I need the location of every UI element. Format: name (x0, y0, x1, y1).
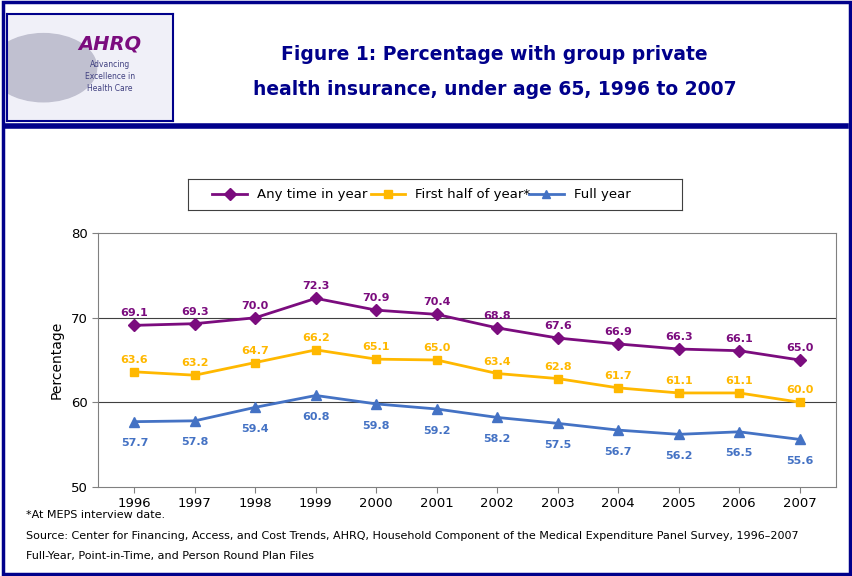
Text: 64.7: 64.7 (241, 346, 269, 355)
Text: 66.2: 66.2 (302, 333, 330, 343)
Text: 61.7: 61.7 (604, 371, 631, 381)
Text: 70.4: 70.4 (423, 297, 450, 308)
Text: 61.1: 61.1 (664, 376, 692, 386)
Text: 69.1: 69.1 (120, 308, 148, 319)
Text: 55.6: 55.6 (785, 456, 813, 466)
Text: Full year: Full year (573, 188, 630, 201)
Text: 63.2: 63.2 (181, 358, 209, 368)
Text: 59.8: 59.8 (362, 420, 389, 431)
Text: 65.0: 65.0 (785, 343, 813, 353)
Y-axis label: Percentage: Percentage (49, 321, 64, 399)
Text: 56.7: 56.7 (604, 447, 631, 457)
Text: 60.8: 60.8 (302, 412, 329, 422)
Text: health insurance, under age 65, 1996 to 2007: health insurance, under age 65, 1996 to … (253, 80, 735, 98)
Text: 65.1: 65.1 (362, 342, 389, 352)
Text: 69.3: 69.3 (181, 307, 209, 317)
Text: Any time in year: Any time in year (256, 188, 367, 201)
Text: 67.6: 67.6 (544, 321, 571, 331)
Text: 66.1: 66.1 (724, 334, 752, 344)
Text: 63.6: 63.6 (120, 355, 148, 365)
Text: 59.2: 59.2 (423, 426, 450, 435)
Text: 62.8: 62.8 (544, 362, 571, 372)
Text: Source: Center for Financing, Access, and Cost Trends, AHRQ, Household Component: Source: Center for Financing, Access, an… (26, 531, 797, 541)
Text: Full-Year, Point-in-Time, and Person Round Plan Files: Full-Year, Point-in-Time, and Person Rou… (26, 551, 314, 560)
Text: 57.8: 57.8 (181, 438, 208, 448)
Text: AHRQ: AHRQ (78, 35, 141, 54)
Circle shape (0, 33, 96, 102)
Text: First half of year*: First half of year* (415, 188, 530, 201)
Text: 68.8: 68.8 (483, 311, 510, 321)
Text: 72.3: 72.3 (302, 282, 329, 291)
Text: 63.4: 63.4 (483, 357, 510, 366)
Text: 59.4: 59.4 (241, 424, 269, 434)
Text: 61.1: 61.1 (724, 376, 752, 386)
Text: 57.5: 57.5 (544, 440, 571, 450)
Text: 56.2: 56.2 (665, 451, 692, 461)
Text: 70.0: 70.0 (241, 301, 268, 311)
Text: 58.2: 58.2 (483, 434, 510, 444)
Text: *At MEPS interview date.: *At MEPS interview date. (26, 510, 164, 520)
Text: 70.9: 70.9 (362, 293, 389, 303)
Text: 56.5: 56.5 (725, 449, 752, 458)
Text: 60.0: 60.0 (785, 385, 813, 395)
Text: 57.7: 57.7 (120, 438, 148, 448)
Text: Figure 1: Percentage with group private: Figure 1: Percentage with group private (281, 46, 707, 64)
Text: 65.0: 65.0 (423, 343, 450, 353)
Text: Advancing
Excellence in
Health Care: Advancing Excellence in Health Care (85, 60, 135, 93)
Text: 66.3: 66.3 (664, 332, 692, 342)
Text: 66.9: 66.9 (603, 327, 631, 337)
